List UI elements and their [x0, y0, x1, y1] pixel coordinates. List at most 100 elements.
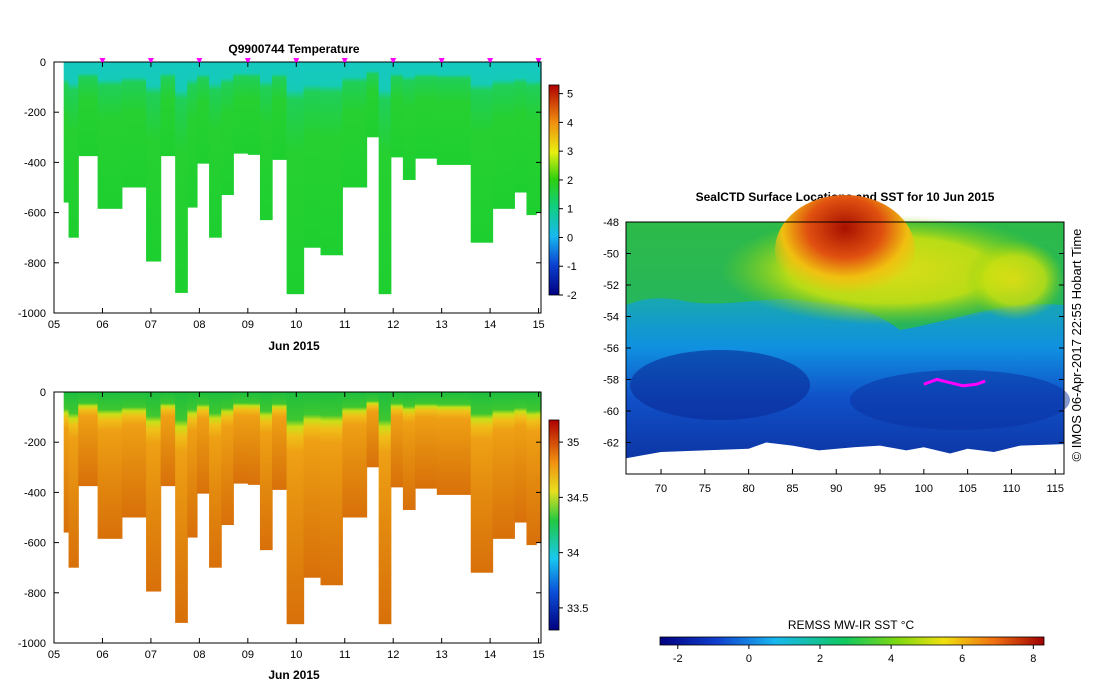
salinity-profile-column: [320, 392, 343, 586]
salinity-profile-column: [146, 392, 162, 592]
sst-map-y-tick-label: -62: [603, 438, 619, 450]
salinity-x-tick-label: 05: [48, 649, 60, 661]
temperature-profile-marker: [341, 58, 348, 64]
temperature-x-tick-label: 14: [484, 319, 496, 331]
temperature-profile-column: [492, 62, 515, 209]
temperature-y-tick-label: -1000: [18, 308, 46, 320]
salinity-y-tick-label: -800: [24, 588, 46, 600]
sst-colorbar-tick-label: 6: [959, 653, 965, 665]
temperature-profile-markers: [99, 58, 542, 64]
sst-map-x-tick-label: 95: [874, 483, 886, 495]
sst-east-warm: [965, 240, 1065, 320]
salinity-colorbar-tick-label: 35: [567, 437, 579, 449]
temperature-profile-column: [78, 62, 99, 157]
sst-warm-core: [775, 195, 915, 305]
sst-map-x-tick-label: 70: [655, 483, 667, 495]
temperature-profile-marker: [438, 58, 445, 64]
temperature-profile-column: [146, 62, 162, 262]
temperature-profile-column: [187, 62, 198, 208]
salinity-profile-column: [221, 392, 234, 526]
temperature-profile-column: [303, 62, 322, 248]
temperature-profile-column: [272, 62, 288, 160]
temperature-profile-column: [402, 62, 416, 180]
salinity-y-tick-label: -1000: [18, 638, 46, 650]
temperature-x-tick-label: 07: [145, 319, 157, 331]
temperature-x-tick-label: 06: [96, 319, 108, 331]
salinity-profile-column: [97, 392, 123, 539]
salinity-profile-column: [470, 392, 494, 573]
salinity-x-tick-label: 11: [339, 649, 350, 661]
salinity-colorbar: [548, 419, 560, 631]
sst-map-x-tick-label: 115: [1046, 483, 1064, 495]
salinity-profile-column: [526, 392, 537, 546]
temperature-profile-marker: [535, 58, 542, 64]
temperature-profile-marker: [293, 58, 300, 64]
salinity-profile-column: [233, 392, 249, 484]
temperature-profile-marker: [244, 58, 251, 64]
sst-field: [626, 195, 1070, 474]
temperature-profile-column: [366, 62, 380, 138]
temperature-x-tick-label: 15: [532, 319, 544, 331]
salinity-x-tick-label: 07: [145, 649, 157, 661]
temperature-profile-marker: [99, 58, 106, 64]
temperature-profile-column: [259, 62, 273, 221]
temperature-colorbar-ticks: 5 4 3 2 1 0 -1 -2: [559, 89, 577, 302]
temperature-plot-frame: [53, 61, 542, 314]
temperature-profile-column: [97, 62, 123, 209]
salinity-profiles: [63, 392, 542, 625]
temperature-profile-column: [121, 62, 147, 188]
salinity-profile-column: [78, 392, 99, 487]
temperature-x-tick-label: 10: [290, 319, 302, 331]
salinity-profile-column: [209, 392, 222, 568]
temperature-y-tick-label: 0: [40, 57, 46, 69]
sst-map-y-tick-label: -54: [603, 312, 619, 324]
sst-map-x-tick-label: 80: [743, 483, 755, 495]
salinity-profile-column: [175, 392, 188, 623]
salinity-profile-column: [390, 392, 404, 488]
salinity-x-tick-label: 14: [484, 649, 496, 661]
salinity-y-ticks: 0 -200 -400 -600 -800 -1000: [18, 387, 541, 650]
sst-colorbar-tick-label: 8: [1030, 653, 1036, 665]
temperature-profile-column: [342, 62, 368, 188]
salinity-profile-column: [160, 392, 176, 487]
sst-map-y-tick-label: -58: [603, 375, 619, 387]
temperature-colorbar-tick-label: 3: [567, 146, 573, 158]
temperature-profile-column: [436, 62, 467, 165]
temperature-y-tick-label: -400: [24, 157, 46, 169]
temperature-x-label: Jun 2015: [268, 339, 320, 353]
temperature-y-tick-label: -600: [24, 208, 46, 220]
sst-colorbar-tick-label: -2: [673, 653, 683, 665]
sst-colorbar-tick-label: 0: [746, 653, 752, 665]
salinity-profile-column: [378, 392, 392, 625]
temperature-profile-marker: [390, 58, 397, 64]
sst-map-x-tick-label: 110: [1003, 483, 1021, 495]
sst-map-y-tick-label: -56: [603, 343, 619, 355]
salinity-colorbar-tick-label: 34: [567, 548, 579, 560]
temperature-colorbar-tick-label: -1: [567, 261, 577, 273]
salinity-profile-column: [303, 392, 322, 578]
sst-map-x-tick-label: 100: [915, 483, 933, 495]
temperature-profiles: [63, 62, 542, 295]
temperature-x-tick-label: 12: [387, 319, 399, 331]
salinity-y-tick-label: -600: [24, 538, 46, 550]
temperature-profile-column: [465, 62, 472, 165]
temperature-x-tick-label: 11: [339, 319, 350, 331]
sst-map-panel: SealCTD Surface Locations and SST for 10…: [603, 190, 1084, 665]
salinity-x-tick-label: 09: [242, 649, 254, 661]
temperature-title: Q9900744 Temperature: [228, 42, 360, 56]
temperature-x-tick-label: 09: [242, 319, 254, 331]
salinity-y-tick-label: -200: [24, 437, 46, 449]
temperature-panel: Q9900744 Temperature 05 06 07 08 09 10 11 12 13 1…: [18, 42, 577, 353]
sst-map-y-tick-label: -60: [603, 406, 619, 418]
sst-colorbar-tick-label: 2: [817, 653, 823, 665]
salinity-x-tick-label: 10: [290, 649, 302, 661]
salinity-x-label: Jun 2015: [268, 668, 320, 682]
sst-colorbar-ticks: -2 0 2 4 6 8: [673, 645, 1036, 665]
sst-map-x-tick-label: 75: [699, 483, 711, 495]
salinity-profile-column: [436, 392, 467, 495]
temperature-profile-column: [209, 62, 222, 238]
sst-cold-pool: [630, 350, 810, 420]
sst-map-x-ticks: 70 75 80 85 90 95 100 105 110 115: [655, 469, 1064, 495]
temperature-x-tick-label: 05: [48, 319, 60, 331]
